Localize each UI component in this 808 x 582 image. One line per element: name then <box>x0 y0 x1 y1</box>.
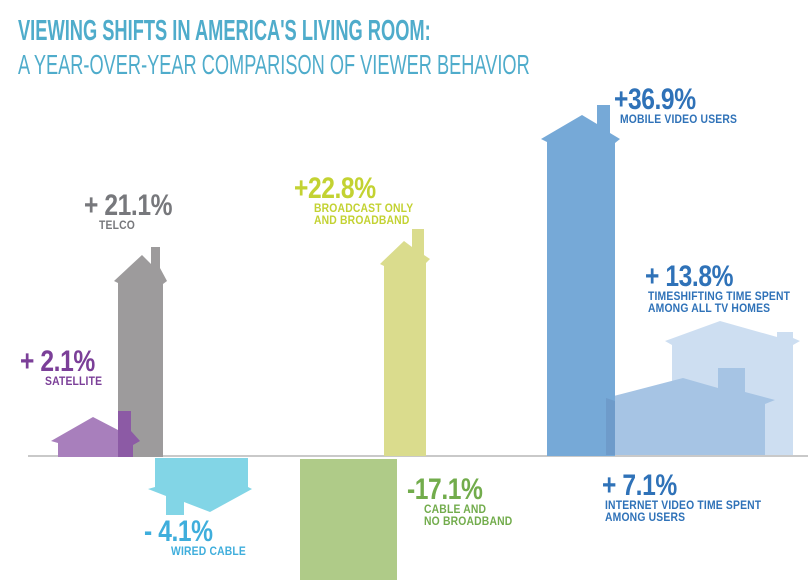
satellite-value: + 2.1% <box>20 345 95 378</box>
timeshifting-name-line1: TIMESHIFTING TIME SPENT <box>648 291 791 303</box>
wired-cable-name: WIRED CABLE <box>171 546 247 558</box>
wired-cable-label: - 4.1% WIRED CABLE <box>144 517 254 559</box>
internet-video-name-line2: AMONG USERS <box>605 511 686 524</box>
broadcast-value: +22.8% <box>294 172 376 205</box>
cable-no-broadband-name-line1: CABLE AND <box>424 504 487 516</box>
satellite-name: SATELLITE <box>45 376 103 388</box>
telco-building-shape <box>114 247 167 457</box>
internet-video-house-shape <box>606 368 775 455</box>
satellite-label: + 2.1% SATELLITE <box>20 347 111 389</box>
chart-subtitle: A YEAR-OVER-YEAR COMPARISON OF VIEWER BE… <box>18 49 530 80</box>
broadcast-building-shape <box>380 229 430 456</box>
broadcast-name-line2: AND BROADBAND <box>314 214 410 227</box>
telco-value: + 21.1% <box>84 189 173 222</box>
cable-no-broadband-name-line2: NO BROADBAND <box>424 515 513 528</box>
timeshifting-label: + 13.8% TIMESHIFTING TIME SPENT AMONG AL… <box>645 262 806 315</box>
mobile-video-tower-shape <box>541 105 620 456</box>
chart-title: VIEWING SHIFTS IN AMERICA'S LIVING ROOM: <box>18 15 431 47</box>
internet-video-name-line1: INTERNET VIDEO TIME SPENT <box>605 500 762 512</box>
mobile-video-name: MOBILE VIDEO USERS <box>620 114 738 126</box>
mobile-video-label: +36.9% MOBILE VIDEO USERS <box>614 85 750 127</box>
internet-video-value: + 7.1% <box>602 469 677 502</box>
cable-no-broadband-value: -17.1% <box>407 473 483 506</box>
house-tower-overlap-shadow <box>606 398 615 455</box>
telco-name: TELCO <box>99 220 135 232</box>
timeshifting-name-line2: AMONG ALL TV HOMES <box>648 302 771 315</box>
satellite-house-shape <box>51 417 118 457</box>
mobile-video-value: +36.9% <box>614 83 696 116</box>
internet-video-label: + 7.1% INTERNET VIDEO TIME SPENT AMONG U… <box>602 471 779 524</box>
satellite-house-chimney-shape <box>118 411 140 457</box>
telco-label: + 21.1% TELCO <box>84 191 191 233</box>
cable-no-broadband-bar-shape <box>300 459 397 580</box>
broadcast-label: +22.8% BROADCAST ONLY AND BROADBAND <box>294 174 424 227</box>
wired-cable-value: - 4.1% <box>144 515 213 548</box>
timeshifting-value: + 13.8% <box>645 260 734 293</box>
wired-cable-inverted-house-shape <box>148 458 252 515</box>
broadcast-name-line1: BROADCAST ONLY <box>314 203 414 215</box>
cable-no-broadband-label: -17.1% CABLE AND NO BROADBAND <box>407 475 522 528</box>
